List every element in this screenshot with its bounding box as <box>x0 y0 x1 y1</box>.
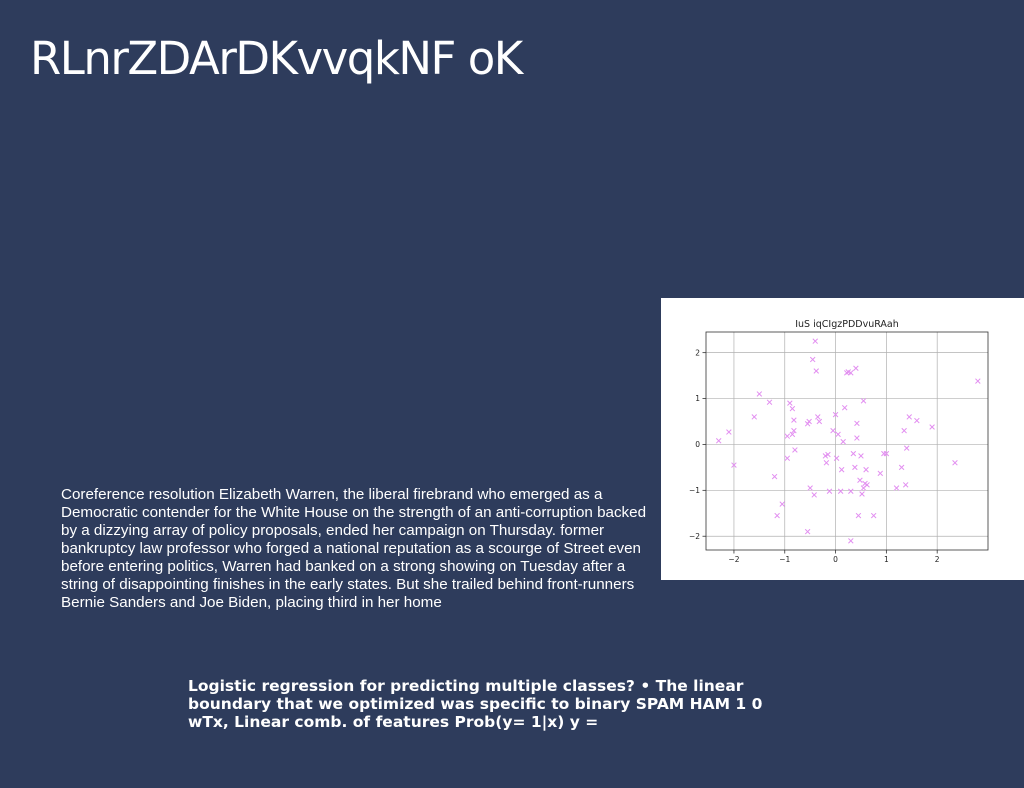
scatter-point <box>929 424 935 430</box>
scatter-point <box>881 450 887 457</box>
scatter-point <box>812 338 818 344</box>
x-tick-label: 2 <box>935 555 940 564</box>
scatter-point <box>787 400 793 406</box>
scatter-point <box>731 462 737 468</box>
y-tick-label: 0 <box>695 440 700 449</box>
scatter-point <box>830 427 836 434</box>
scatter-point <box>848 370 854 376</box>
scatter-point <box>825 451 831 458</box>
scatter-point <box>804 528 811 535</box>
scatter-point <box>784 455 791 461</box>
scatter-point <box>840 438 846 445</box>
scatter-point <box>863 466 869 473</box>
y-tick-label: −1 <box>689 486 700 495</box>
scatter-point <box>835 431 841 438</box>
scatter-point <box>816 418 823 425</box>
scatter-chart: IuS iqCIgzPDDvuRAah −2 −1 0 1 2 −2 −1 0 1 2 <box>689 319 989 564</box>
scatter-point <box>792 447 798 453</box>
scatter-point <box>751 414 758 420</box>
scatter-point <box>898 464 905 471</box>
scatter-point <box>903 445 910 451</box>
scatter-point <box>841 404 848 411</box>
scatter-chart-panel: IuS iqCIgzPDDvuRAah −2 −1 0 1 2 −2 −1 0 1 2 <box>661 298 1024 580</box>
scatter-point <box>823 460 830 466</box>
scatter-point <box>826 488 833 495</box>
scatter-point <box>870 512 877 519</box>
scatter-point <box>854 435 860 441</box>
scatter-point <box>822 453 829 459</box>
scatter-point <box>832 411 839 418</box>
scatter-point <box>809 356 816 363</box>
x-tick-label: 1 <box>884 555 889 564</box>
scatter-point <box>779 501 785 507</box>
scatter-point <box>853 365 859 372</box>
chart-title: IuS iqCIgzPDDvuRAah <box>795 319 899 330</box>
scatter-point <box>877 470 884 477</box>
plot-area <box>705 331 989 551</box>
y-tick-label: 2 <box>695 348 700 357</box>
scatter-point <box>791 427 797 434</box>
scatter-point <box>858 453 864 459</box>
body-text: Coreference resolution Elizabeth Warren,… <box>61 486 647 611</box>
scatter-point <box>791 417 797 423</box>
x-tick-label: 0 <box>833 555 838 564</box>
scatter-point <box>854 420 860 427</box>
scatter-point <box>815 414 821 420</box>
scatter-point <box>857 477 863 483</box>
scatter-point <box>756 391 763 397</box>
y-tick-label: −2 <box>689 532 700 541</box>
scatter-point <box>715 438 722 444</box>
slide-title: RLnrZDArDKvvqkNF oK <box>30 32 523 85</box>
scatter-point <box>766 399 773 405</box>
x-tick-label: −1 <box>779 555 790 564</box>
scatter-point <box>901 427 907 434</box>
scatter-point <box>864 482 870 488</box>
scatter-point <box>807 485 813 491</box>
scatter-point <box>774 512 780 519</box>
scatter-point <box>902 482 909 488</box>
scatter-point <box>784 433 791 439</box>
scatter-point <box>855 512 862 519</box>
y-tick-label: 1 <box>695 394 700 403</box>
scatter-point <box>906 414 912 420</box>
scatter-point <box>914 417 920 424</box>
scatter-point <box>893 485 900 491</box>
bottom-text: Logistic regression for predicting multi… <box>188 677 763 731</box>
scatter-point <box>771 473 778 480</box>
scatter-point <box>860 398 867 404</box>
scatter-point <box>833 455 840 461</box>
scatter-point <box>883 450 890 457</box>
scatter-point <box>838 466 845 473</box>
scatter-point <box>837 488 844 495</box>
scatter-point <box>848 488 854 495</box>
x-tick-label: −2 <box>728 555 739 564</box>
scatter-point <box>952 460 958 466</box>
scatter-point <box>850 450 857 457</box>
scatter-point <box>852 464 858 471</box>
scatter-point <box>789 431 796 438</box>
scatter-point <box>789 405 796 412</box>
scatter-point <box>848 538 854 544</box>
scatter-point <box>806 418 812 425</box>
scatter-point <box>859 491 865 497</box>
scatter-point <box>726 429 732 435</box>
scatter-point <box>813 368 820 374</box>
scatter-point <box>975 378 981 384</box>
scatter-point <box>811 492 817 498</box>
